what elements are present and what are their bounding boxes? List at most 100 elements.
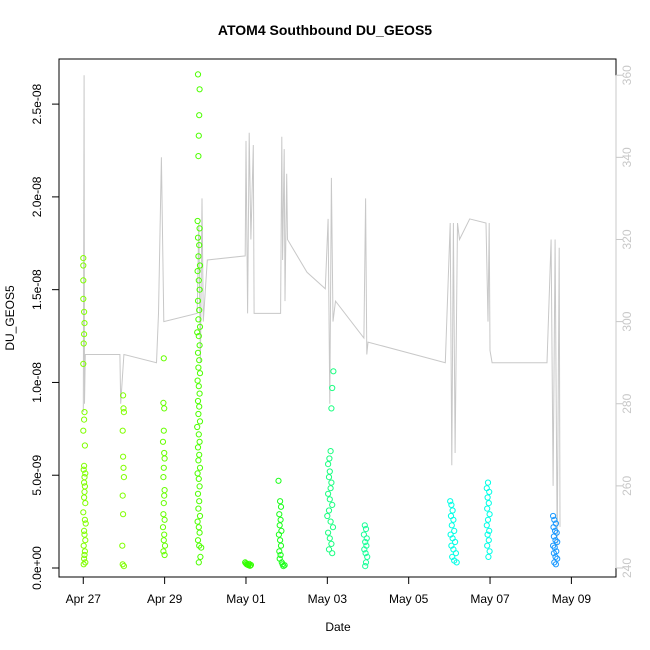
right-tick-label: 240 bbox=[620, 558, 634, 578]
data-point bbox=[160, 474, 167, 481]
y-tick-label: 2.5e-08 bbox=[30, 83, 44, 124]
data-point bbox=[326, 535, 333, 542]
data-point bbox=[552, 561, 560, 568]
scatter-points-layer bbox=[80, 71, 561, 570]
data-point bbox=[277, 516, 284, 523]
data-point bbox=[483, 522, 490, 529]
y-tick-label: 5.0e-09 bbox=[30, 455, 44, 496]
data-point bbox=[449, 507, 456, 514]
data-point bbox=[161, 449, 168, 457]
data-point bbox=[196, 370, 204, 377]
data-point bbox=[82, 520, 89, 527]
data-point bbox=[552, 537, 559, 544]
data-point bbox=[196, 498, 203, 505]
data-point bbox=[161, 516, 168, 523]
data-point bbox=[246, 562, 254, 569]
data-point bbox=[80, 255, 87, 262]
data-point bbox=[80, 427, 87, 434]
data-point bbox=[81, 527, 88, 535]
data-point bbox=[362, 550, 369, 557]
data-point bbox=[448, 501, 455, 508]
series-group-may02 bbox=[275, 477, 288, 570]
data-point bbox=[362, 538, 369, 546]
data-point bbox=[550, 512, 557, 520]
data-point bbox=[281, 562, 288, 569]
right-axis: 240 260 280 300 320 340 360 bbox=[615, 65, 634, 578]
data-point bbox=[160, 511, 167, 518]
data-point bbox=[196, 418, 204, 425]
data-point bbox=[120, 409, 128, 416]
data-point bbox=[484, 531, 491, 538]
chart-title: ATOM4 Southbound DU_GEOS5 bbox=[218, 22, 432, 38]
data-point bbox=[160, 548, 167, 555]
y-axis-label: DU_GEOS5 bbox=[3, 285, 17, 351]
data-point bbox=[330, 368, 337, 375]
data-point bbox=[120, 453, 127, 460]
data-point bbox=[196, 112, 203, 119]
right-tick-label: 260 bbox=[620, 476, 634, 496]
data-point bbox=[81, 531, 88, 538]
series-group-may06 bbox=[447, 498, 460, 566]
data-point bbox=[195, 559, 202, 566]
data-point bbox=[194, 518, 201, 525]
data-point bbox=[453, 559, 460, 566]
series-group-may09 bbox=[550, 512, 561, 568]
data-point bbox=[196, 390, 203, 397]
data-point bbox=[194, 397, 202, 405]
data-point bbox=[194, 444, 202, 451]
data-point bbox=[194, 297, 202, 304]
data-point bbox=[80, 295, 87, 302]
data-point bbox=[484, 542, 491, 549]
right-tick-label: 340 bbox=[620, 147, 634, 167]
data-point bbox=[484, 516, 492, 523]
right-tick-label: 320 bbox=[620, 229, 634, 249]
data-point bbox=[195, 410, 202, 418]
data-point bbox=[195, 253, 202, 260]
data-point bbox=[196, 225, 203, 232]
data-point bbox=[452, 538, 459, 546]
data-point bbox=[362, 563, 369, 570]
data-point bbox=[325, 490, 332, 497]
x-axis-label: Date bbox=[325, 620, 351, 634]
data-point bbox=[328, 479, 335, 486]
data-point bbox=[452, 550, 459, 557]
data-point bbox=[486, 488, 493, 495]
data-point bbox=[484, 505, 491, 512]
data-point bbox=[81, 488, 88, 495]
data-point bbox=[484, 494, 491, 501]
data-point bbox=[195, 132, 202, 139]
data-point bbox=[551, 516, 558, 523]
data-point bbox=[485, 500, 492, 507]
data-point bbox=[194, 217, 201, 225]
y-tick-label: 1.5e-08 bbox=[30, 269, 44, 310]
series-group-apr29 bbox=[159, 355, 169, 559]
x-tick-label: May 09 bbox=[552, 592, 592, 606]
data-point bbox=[161, 551, 168, 559]
data-point bbox=[275, 477, 282, 484]
data-point bbox=[325, 461, 332, 468]
data-point bbox=[195, 431, 202, 438]
data-point bbox=[120, 464, 127, 471]
data-point bbox=[160, 355, 167, 362]
x-axis: Apr 27 Apr 29 May 01 May 03 May 05 May 07 May … bbox=[66, 576, 592, 606]
data-point bbox=[329, 501, 336, 508]
x-tick-label: Apr 29 bbox=[147, 592, 183, 606]
data-point bbox=[80, 509, 87, 516]
data-point bbox=[120, 405, 127, 412]
data-point bbox=[485, 553, 492, 561]
data-point bbox=[194, 470, 201, 477]
data-point bbox=[554, 538, 561, 546]
data-point bbox=[196, 242, 203, 249]
right-tick-label: 300 bbox=[620, 311, 634, 331]
data-point bbox=[277, 542, 285, 549]
data-point bbox=[195, 457, 202, 464]
y-tick-label: 0.0e+00 bbox=[30, 546, 44, 590]
series-group-apr30 bbox=[194, 71, 205, 566]
data-point bbox=[329, 524, 337, 531]
data-point bbox=[160, 399, 167, 406]
data-point bbox=[447, 498, 454, 505]
data-point bbox=[448, 522, 455, 529]
data-point bbox=[80, 277, 87, 284]
data-point bbox=[327, 518, 334, 525]
data-point bbox=[194, 490, 202, 497]
